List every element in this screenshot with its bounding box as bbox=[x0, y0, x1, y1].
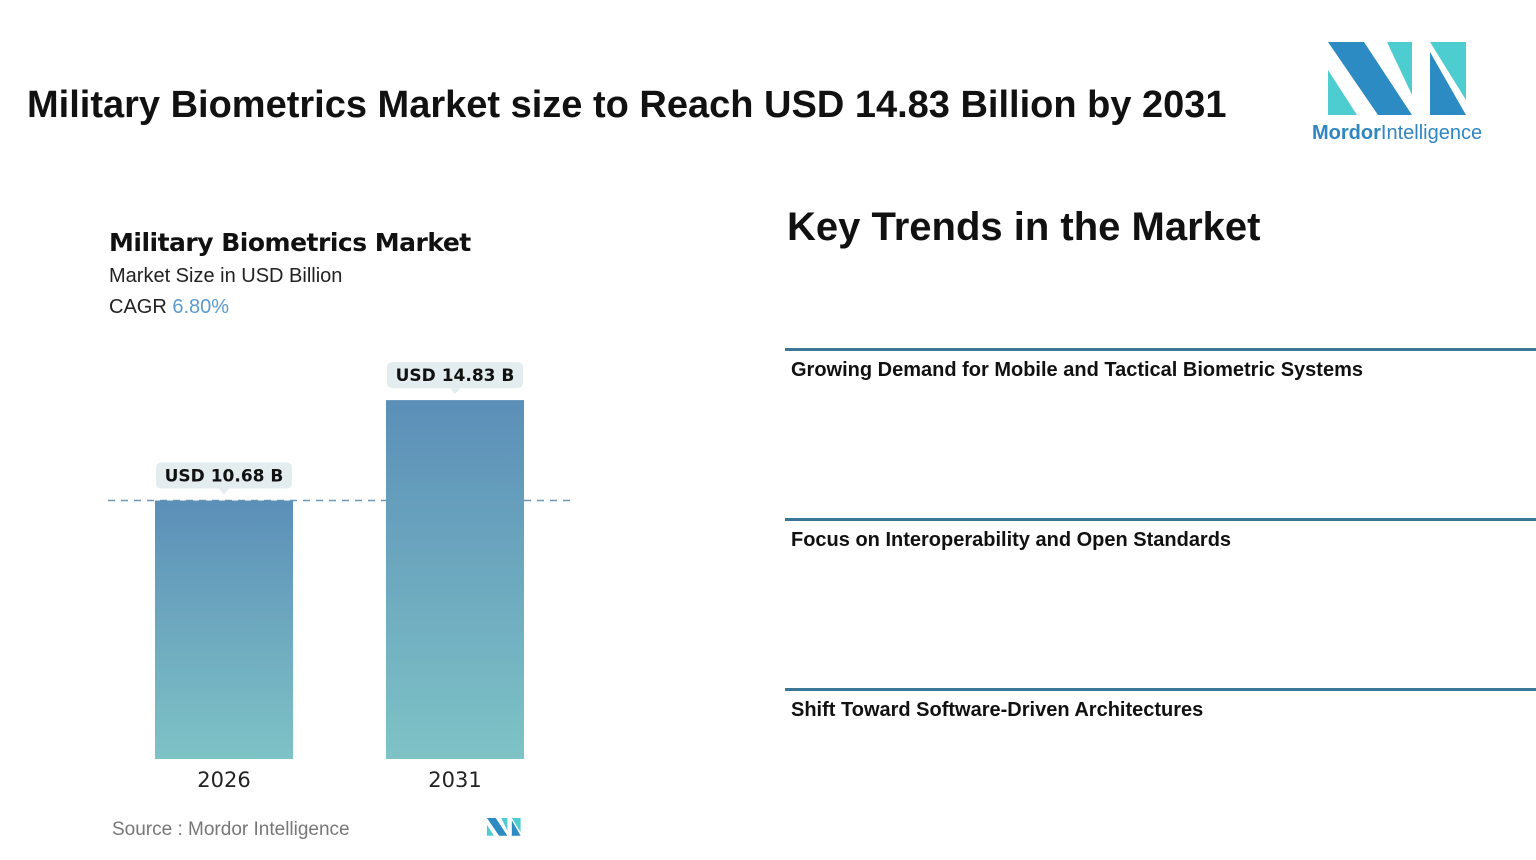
data-label: USD 14.83 B bbox=[396, 366, 515, 386]
source-text: Source : Mordor Intelligence bbox=[112, 819, 350, 840]
mordor-small-logo-icon bbox=[486, 817, 521, 836]
x-tick-label: 2026 bbox=[197, 768, 250, 792]
trend-label: Focus on Interoperability and Open Stand… bbox=[791, 529, 1232, 551]
logo-brand-light: Intelligence bbox=[1380, 122, 1483, 144]
trend-label: Shift Toward Software-Driven Architectur… bbox=[791, 699, 1204, 721]
data-label-pointer bbox=[450, 388, 460, 395]
bar-2031 bbox=[386, 400, 524, 759]
bar-2026 bbox=[155, 500, 293, 759]
data-label-pointer bbox=[219, 488, 229, 495]
cagr-label: CAGR bbox=[109, 296, 167, 318]
x-tick-label: 2031 bbox=[428, 768, 481, 792]
trend-item: Growing Demand for Mobile and Tactical B… bbox=[785, 348, 1536, 382]
chart-subtitle: Market Size in USD Billion bbox=[109, 265, 343, 287]
bar-chart: USD 10.68 B 2026 USD 14.83 B 2031 bbox=[108, 362, 575, 792]
data-label-bg bbox=[156, 462, 292, 489]
data-label-bg bbox=[387, 362, 523, 389]
logo-brand-bold: Mordor bbox=[1312, 122, 1381, 144]
logo-wordmark: MordorIntelligence bbox=[1312, 122, 1482, 145]
trends-title: Key Trends in the Market bbox=[787, 205, 1261, 249]
mordor-logo-icon bbox=[1328, 42, 1466, 115]
trend-item: Focus on Interoperability and Open Stand… bbox=[785, 518, 1536, 552]
data-label: USD 10.68 B bbox=[165, 467, 284, 487]
cagr: CAGR 6.80% bbox=[109, 296, 229, 319]
trend-label: Growing Demand for Mobile and Tactical B… bbox=[791, 359, 1363, 381]
trend-item: Shift Toward Software-Driven Architectur… bbox=[785, 688, 1536, 722]
cagr-value: 6.80% bbox=[172, 296, 230, 318]
chart-title: Military Biometrics Market bbox=[109, 228, 471, 257]
page-title: Military Biometrics Market size to Reach… bbox=[27, 84, 1227, 126]
